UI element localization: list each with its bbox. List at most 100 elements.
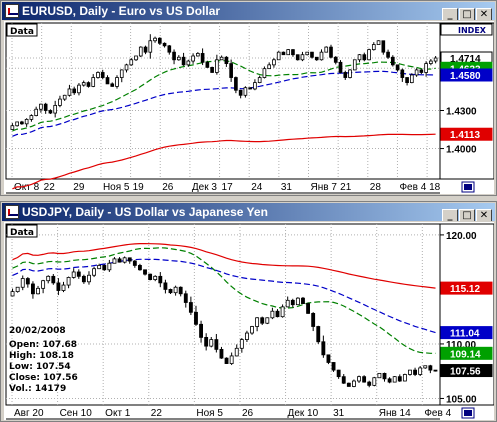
candle-body [243, 87, 248, 96]
x-tick-label: 28 [370, 182, 382, 193]
candle-body [81, 275, 86, 283]
x-tick-label: Дек 10 [288, 408, 319, 419]
candle-body [110, 83, 115, 87]
price-tick-label: 1.4000 [446, 145, 477, 156]
candle-body [413, 369, 417, 375]
chart-properties-icon-inner [464, 184, 472, 190]
x-tick-label: Окт 8 [14, 182, 40, 193]
candle-body [148, 273, 153, 281]
candle-body [138, 46, 143, 57]
candle-body [255, 317, 260, 327]
candle-body [119, 69, 124, 78]
candle-body [20, 278, 25, 288]
window-titlebar[interactable]: EURUSD, Daily - Euro vs US Dollar _ □ ✕ [2, 2, 495, 20]
price-tick-label: 110.00 [446, 340, 476, 351]
price-label-text: 115.12 [450, 284, 480, 295]
candle-body [400, 69, 405, 78]
price-axis [439, 223, 494, 406]
candle-body [196, 53, 200, 57]
candle-body [167, 45, 172, 53]
candle-body [397, 376, 402, 382]
ohlc-close: Close: 107.56 [9, 373, 78, 383]
candle-body [336, 369, 341, 378]
candle-body [20, 121, 24, 125]
candle-body [53, 105, 58, 114]
candle-body [272, 59, 276, 66]
candle-body [71, 271, 76, 278]
candle-body [122, 257, 127, 263]
usdjpy-chart-window[interactable]: USDJPY, Daily - US Dollar vs Japanese Ye… [0, 201, 497, 422]
candle-body [381, 40, 386, 53]
candle-body [387, 378, 392, 383]
candle-body [338, 61, 343, 73]
price-label-text: 107.56 [450, 367, 481, 378]
data-label-box [6, 23, 38, 37]
candle-body [81, 82, 86, 86]
data-label-box [6, 224, 38, 238]
candle-body [153, 275, 158, 281]
close-button[interactable]: ✕ [476, 8, 492, 20]
window-titlebar[interactable]: USDJPY, Daily - US Dollar vs Japanese Ye… [2, 203, 495, 221]
candle-body [76, 271, 81, 277]
candle-body [262, 68, 267, 78]
x-tick-label: Ноя 5 [103, 182, 130, 193]
candle-body [234, 77, 238, 91]
usdjpy-chart-area[interactable]: Авг 20 Сен 10 Окт 1 22 Ноя 5 26 Дек 10 31 Янв 14… [4, 222, 494, 420]
x-tick-label: 18 [429, 182, 441, 193]
candle-body [129, 59, 134, 66]
candle-body [291, 49, 295, 56]
candle-body [10, 291, 15, 297]
candle-body [157, 37, 162, 44]
candle-body [178, 286, 183, 295]
candle-body [132, 260, 137, 266]
candle-body [408, 369, 412, 375]
candle-body [267, 64, 272, 70]
candle-body [423, 365, 428, 369]
minimize-button[interactable]: _ [442, 209, 458, 221]
price-label-text: 1.4714 [450, 54, 481, 65]
candle-body [351, 380, 356, 387]
minimize-button[interactable]: _ [442, 8, 458, 20]
eurusd-chart-window[interactable]: EURUSD, Daily - Euro vs US Dollar _ □ ✕ Ок… [0, 0, 497, 196]
candle-body [92, 268, 96, 276]
candle-body [270, 310, 275, 319]
candle-body [362, 376, 367, 383]
candle-body [134, 55, 138, 61]
candle-body [172, 51, 176, 61]
candle-body [418, 367, 423, 375]
candle-body [77, 84, 81, 94]
candle-body [186, 60, 191, 66]
x-tick-label: 26 [162, 182, 174, 193]
candle-body [362, 54, 367, 61]
ohlc-volume: Vol.: 14179 [9, 384, 67, 394]
maximize-button[interactable]: □ [459, 209, 475, 221]
moving-average-line [12, 133, 436, 190]
candle-body [48, 110, 53, 114]
data-label: Data [10, 228, 34, 238]
candle-body [204, 336, 209, 347]
moving-average-line [12, 243, 436, 289]
candle-body [148, 40, 153, 53]
x-tick-label: Янв 7 [311, 182, 338, 193]
candle-body [314, 56, 319, 61]
candle-body [30, 283, 35, 295]
candle-body [295, 297, 300, 306]
candle-body [234, 347, 239, 357]
x-tick-label: Авг 20 [14, 408, 44, 419]
close-button[interactable]: ✕ [476, 209, 492, 221]
candle-body [428, 365, 433, 371]
maximize-button[interactable]: □ [459, 8, 475, 20]
eurusd-chart-svg[interactable]: Окт 8 22 29 Ноя 5 19 26 Дек 3 17 24 31 Янв 7 21 28 Фе… [4, 21, 494, 194]
candle-body [376, 40, 381, 45]
candle-body [58, 98, 62, 106]
usdjpy-chart-svg[interactable]: Авг 20 Сен 10 Окт 1 22 Ноя 5 26 Дек 10 31 Янв 14… [4, 222, 494, 420]
eurusd-chart-area[interactable]: Окт 8 22 29 Ноя 5 19 26 Дек 3 17 24 31 Янв 7 21 28 Фе… [4, 21, 494, 194]
candle-body [260, 317, 265, 324]
candle-body [281, 51, 286, 56]
candle-body [301, 297, 305, 304]
price-label-box [440, 326, 493, 340]
candle-body [62, 94, 67, 100]
x-tick-label: 31 [333, 408, 345, 419]
candle-body [290, 299, 295, 306]
candle-body [390, 56, 395, 66]
